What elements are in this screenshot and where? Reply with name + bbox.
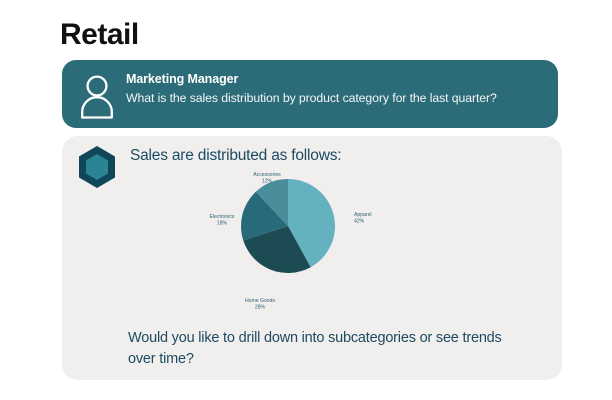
pie-slice	[243, 226, 311, 274]
answer-heading: Sales are distributed as follows:	[130, 147, 342, 164]
pie-slice-value: 12%	[262, 178, 273, 184]
answer-followup-text: Would you like to drill down into subcat…	[128, 330, 502, 367]
pie-chart: Apparel 42% Home Goods 28% Electronics 18% Acc…	[122, 166, 442, 331]
pie-slice-value: 28%	[255, 304, 266, 310]
pie-slice-label: Apparel	[354, 212, 372, 218]
page-title: Retail	[60, 18, 139, 51]
pie-slice-value: 42%	[354, 218, 365, 224]
answer-card: Sales are distributed as follows: Appare…	[62, 136, 562, 380]
hexagon-bot-icon	[74, 144, 120, 192]
question-card: Marketing Manager What is the sales dist…	[62, 60, 558, 128]
question-role-label: Marketing Manager	[126, 72, 239, 86]
pie-slice-value: 18%	[217, 220, 228, 226]
user-avatar-icon	[74, 70, 120, 120]
pie-slice	[288, 179, 336, 268]
question-body: What is the sales distribution by produc…	[126, 90, 497, 105]
pie-slice-label: Home Goods	[245, 298, 275, 304]
pie-slice-label: Accessories	[253, 172, 281, 178]
pie-slice	[241, 191, 288, 241]
pie-slice	[255, 179, 288, 226]
question-text-block: Marketing Manager What is the sales dist…	[126, 69, 497, 107]
pie-slice-label: Electronics	[210, 214, 235, 220]
